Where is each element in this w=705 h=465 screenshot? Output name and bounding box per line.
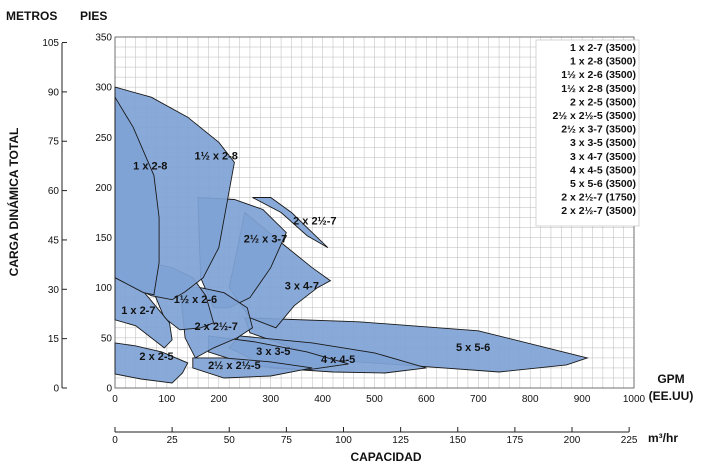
legend-item: 2½ x 3-7 (3500)	[561, 124, 636, 136]
pump-region	[114, 95, 160, 296]
legend-item: 2 x 2-5 (3500)	[570, 96, 636, 108]
m3hr-tick-label: 125	[392, 435, 409, 446]
legend-item: 2½ x 2½-5 (3500)	[553, 110, 636, 122]
gpm-tick-label: 500	[366, 394, 383, 405]
pump-region	[192, 357, 313, 379]
gpm-tick-label: 1000	[623, 394, 646, 405]
m3hr-tick-label: 50	[224, 435, 236, 446]
gpm-tick-label: 700	[470, 394, 487, 405]
legend-item: 1½ x 2-8 (3500)	[561, 83, 636, 95]
meters-tick-label: 0	[53, 384, 59, 395]
x-axis-unit-eeuu: (EE.UU)	[649, 389, 694, 403]
legend-item: 5 x 5-6 (3500)	[570, 178, 636, 190]
region-label: 2 x 2½-7	[194, 321, 237, 333]
m3hr-tick-label: 75	[281, 435, 293, 446]
gpm-tick-label: 800	[522, 394, 539, 405]
gpm-tick-label: 400	[314, 394, 331, 405]
region-label: 4 x 4-5	[321, 354, 355, 366]
feet-tick-label: 100	[95, 283, 112, 294]
meters-tick-label: 75	[48, 137, 60, 148]
legend: 1 x 2-7 (3500) 1 x 2-8 (3500)1½ x 2-6 (35…	[535, 39, 640, 227]
region-label: 1½ x 2-6	[174, 294, 217, 306]
gpm-tick-label: 600	[418, 394, 435, 405]
region-label: 3 x 4-7	[285, 281, 319, 293]
feet-tick-label: 350	[95, 33, 112, 44]
left-axis-title: METROS	[6, 9, 57, 23]
gpm-tick-label: 300	[262, 394, 279, 405]
legend-item: 2 x 2½-7 (3500)	[561, 205, 636, 217]
legend-item: 4 x 4-5 (3500)	[570, 164, 636, 176]
m3hr-tick-label: 150	[449, 435, 466, 446]
meters-tick-label: 30	[48, 285, 60, 296]
meters-tick-label: 45	[48, 235, 60, 246]
legend-item: 3 x 4-7 (3500)	[570, 151, 636, 163]
legend-item: 1½ x 2-6 (3500)	[561, 69, 636, 81]
feet-tick-label: 0	[106, 384, 112, 395]
gpm-tick-label: 200	[210, 394, 227, 405]
region-label: 1 x 2-7	[121, 305, 155, 317]
feet-tick-label: 250	[95, 133, 112, 144]
meters-tick-label: 15	[48, 334, 60, 345]
legend-item: 1 x 2-8 (3500)	[570, 56, 636, 68]
region-label: 2 x 2½-7	[293, 216, 336, 228]
region-label: 2½ x 3-7	[244, 234, 287, 246]
x2-axis-unit: m³/hr	[648, 431, 678, 445]
legend-box	[535, 39, 640, 227]
m3hr-tick-label: 0	[112, 435, 118, 446]
meters-tick-label: 60	[48, 186, 60, 197]
right-axis-title: PIES	[80, 9, 107, 23]
gpm-tick-label: 900	[574, 394, 591, 405]
legend-item: 2 x 2½-7 (1750)	[561, 192, 636, 204]
gpm-tick-label: 0	[112, 394, 118, 405]
region-label: 1 x 2-8	[133, 160, 167, 172]
m3hr-tick-label: 100	[335, 435, 352, 446]
x-axis-unit-gpm: GPM	[657, 372, 684, 386]
m3hr-tick-label: 175	[507, 435, 524, 446]
feet-tick-label: 300	[95, 83, 112, 94]
feet-tick-label: 200	[95, 183, 112, 194]
region-label: 5 x 5-6	[456, 342, 490, 354]
region-label: 2½ x 2½-5	[208, 360, 261, 372]
m3hr-tick-label: 200	[564, 435, 581, 446]
feet-tick-label: 50	[101, 333, 113, 344]
meters-tick-label: 105	[42, 38, 59, 49]
y-axis-label: CARGA DINÁMICA TOTAL	[6, 128, 21, 277]
m3hr-tick-label: 25	[167, 435, 179, 446]
pump-region	[252, 197, 329, 248]
pump-regions: 5 x 5-6 4 x 4-5 3 x 3-5 2½ x 2½-5 3 x 4-7 2 x…	[114, 86, 589, 384]
legend-item: 1 x 2-7 (3500)	[570, 42, 636, 54]
legend-item: 3 x 3-5 (3500)	[570, 137, 636, 149]
meters-tick-label: 90	[48, 87, 60, 98]
gpm-tick-label: 100	[159, 394, 176, 405]
m3hr-tick-label: 225	[621, 435, 638, 446]
feet-tick-label: 150	[95, 233, 112, 244]
region-label: 3 x 3-5	[256, 346, 290, 358]
region-label: 2 x 2-5	[139, 351, 173, 363]
x-axis-label: CAPACIDAD	[350, 450, 421, 464]
region-label: 1½ x 2-8	[194, 150, 237, 162]
pump-region	[114, 342, 189, 384]
